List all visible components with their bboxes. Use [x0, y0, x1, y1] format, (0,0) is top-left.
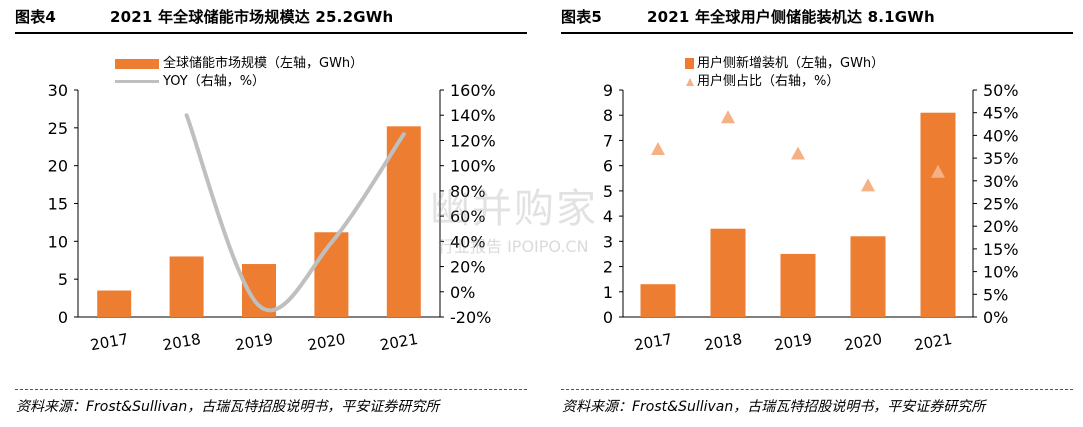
bar-2020	[314, 232, 349, 317]
bar-2020	[850, 236, 886, 317]
chart-2-legend-bar: 用户侧新增装机（左轴，GWh）	[685, 52, 884, 71]
bar-2017	[97, 290, 132, 317]
right-tick-label: 40%	[983, 126, 1019, 145]
legend-line-label: YOY（右轴，%）	[163, 74, 266, 89]
legend-line-swatch	[115, 80, 159, 83]
right-tick-label: 60%	[450, 207, 486, 226]
right-tick-label: 0%	[450, 283, 475, 302]
left-tick-label: 9	[603, 81, 613, 100]
right-tick-label: 0%	[983, 308, 1008, 327]
x-tick-label: 2017	[89, 330, 130, 354]
right-tick-label: 20%	[450, 258, 486, 277]
left-tick-label: 5	[58, 270, 68, 289]
share-marker-2020	[861, 178, 875, 192]
right-tick-label: 45%	[983, 104, 1019, 123]
chart-1-legend-line: YOY（右轴，%）	[115, 70, 265, 89]
right-tick-label: -20%	[450, 308, 491, 327]
right-tick-label: 80%	[450, 182, 486, 201]
yoy-line	[184, 113, 406, 313]
watermark-sub: 行业报告 IPOIPO.CN	[438, 237, 589, 256]
watermark: 幽并购家	[430, 186, 598, 232]
legend-marker-label: 用户侧占比（右轴，%）	[697, 74, 840, 89]
figure-1-source: 资料来源：Frost&Sullivan，古瑞瓦特招股说明书，平安证券研究所	[16, 399, 440, 415]
x-tick-label: 2019	[234, 330, 275, 354]
x-tick-label: 2021	[379, 330, 420, 354]
right-tick-label: 100%	[450, 157, 496, 176]
left-tick-label: 10	[48, 232, 68, 251]
chart-2-legend-marker: 用户侧占比（右轴，%）	[685, 70, 839, 89]
x-tick-label: 2020	[306, 330, 347, 354]
x-tick-label: 2019	[773, 330, 814, 354]
left-tick-label: 5	[603, 182, 613, 201]
right-tick-label: 50%	[983, 81, 1019, 100]
chart-2: 0 1 2 3 4 5 6 7 8 9 0% 5% 10% 15% 20% 25% 30% 35% 40% 45% 50…	[603, 81, 1019, 354]
legend-triangle-icon	[686, 77, 694, 86]
right-tick-label: 15%	[983, 240, 1019, 259]
right-tick-label: 40%	[450, 232, 486, 251]
left-tick-label: 8	[603, 106, 613, 125]
left-tick-label: 20	[48, 157, 68, 176]
right-tick-label: 140%	[450, 106, 496, 125]
x-tick-label: 2021	[913, 330, 954, 354]
chart-1: 0 5 10 15 20 25 30 -20% 0% 20% 40% 60% 80% 100% 120% 14…	[48, 81, 496, 354]
legend-bar-swatch	[685, 58, 694, 69]
share-marker-2018	[721, 110, 735, 124]
bar-2021	[386, 126, 421, 317]
figure-2-label: 图表5	[561, 8, 603, 26]
legend-bar-label: 用户侧新增装机（左轴，GWh）	[697, 56, 885, 71]
left-tick-label: 6	[603, 157, 613, 176]
legend-bar-swatch	[115, 58, 159, 69]
legend-bar-label: 全球储能市场规模（左轴，GWh）	[163, 56, 364, 71]
figure-2-header: 图表5 2021 年全球用户侧储能装机达 8.1GWh	[561, 6, 935, 27]
bar-2017	[640, 284, 676, 317]
right-tick-label: 20%	[983, 217, 1019, 236]
bar-2018	[169, 256, 204, 317]
figure-2-title: 2021 年全球用户侧储能装机达 8.1GWh	[647, 8, 935, 26]
right-tick-label: 10%	[983, 263, 1019, 282]
left-tick-label: 0	[603, 308, 613, 327]
figure-1-title: 2021 年全球储能市场规模达 25.2GWh	[110, 8, 394, 26]
x-tick-label: 2017	[633, 330, 674, 354]
figure-2-source: 资料来源：Frost&Sullivan，古瑞瓦特招股说明书，平安证券研究所	[562, 399, 986, 415]
figure-1-title-rule	[15, 32, 527, 34]
right-tick-label: 120%	[450, 131, 496, 150]
bar-2018	[710, 228, 746, 317]
left-tick-label: 7	[603, 131, 613, 150]
left-tick-label: 25	[48, 119, 68, 138]
left-tick-label: 1	[603, 283, 613, 302]
figure-2-source-rule	[561, 389, 1073, 390]
right-tick-label: 5%	[983, 285, 1008, 304]
bar-2021	[920, 112, 956, 317]
right-tick-label: 35%	[983, 149, 1019, 168]
right-tick-label: 25%	[983, 195, 1019, 214]
share-marker-2019	[791, 146, 805, 160]
left-tick-label: 3	[603, 232, 613, 251]
x-tick-label: 2018	[703, 330, 744, 354]
figure-2-title-rule	[561, 32, 1073, 34]
left-tick-label: 30	[48, 81, 68, 100]
left-tick-label: 15	[48, 195, 68, 214]
share-marker-2021	[931, 164, 945, 178]
share-marker-2017	[651, 142, 665, 156]
x-tick-label: 2020	[843, 330, 884, 354]
figure-1-header: 图表4 2021 年全球储能市场规模达 25.2GWh	[15, 6, 393, 27]
figure-1-source-rule	[15, 389, 527, 390]
figure-1-label: 图表4	[15, 8, 57, 26]
left-tick-label: 4	[603, 207, 613, 226]
right-tick-label: 30%	[983, 172, 1019, 191]
bar-2019	[780, 253, 816, 317]
x-tick-label: 2018	[161, 330, 202, 354]
right-tick-label: 160%	[450, 81, 496, 100]
left-tick-label: 0	[58, 308, 68, 327]
left-tick-label: 2	[603, 258, 613, 277]
chart-1-legend-bar: 全球储能市场规模（左轴，GWh）	[115, 52, 363, 71]
